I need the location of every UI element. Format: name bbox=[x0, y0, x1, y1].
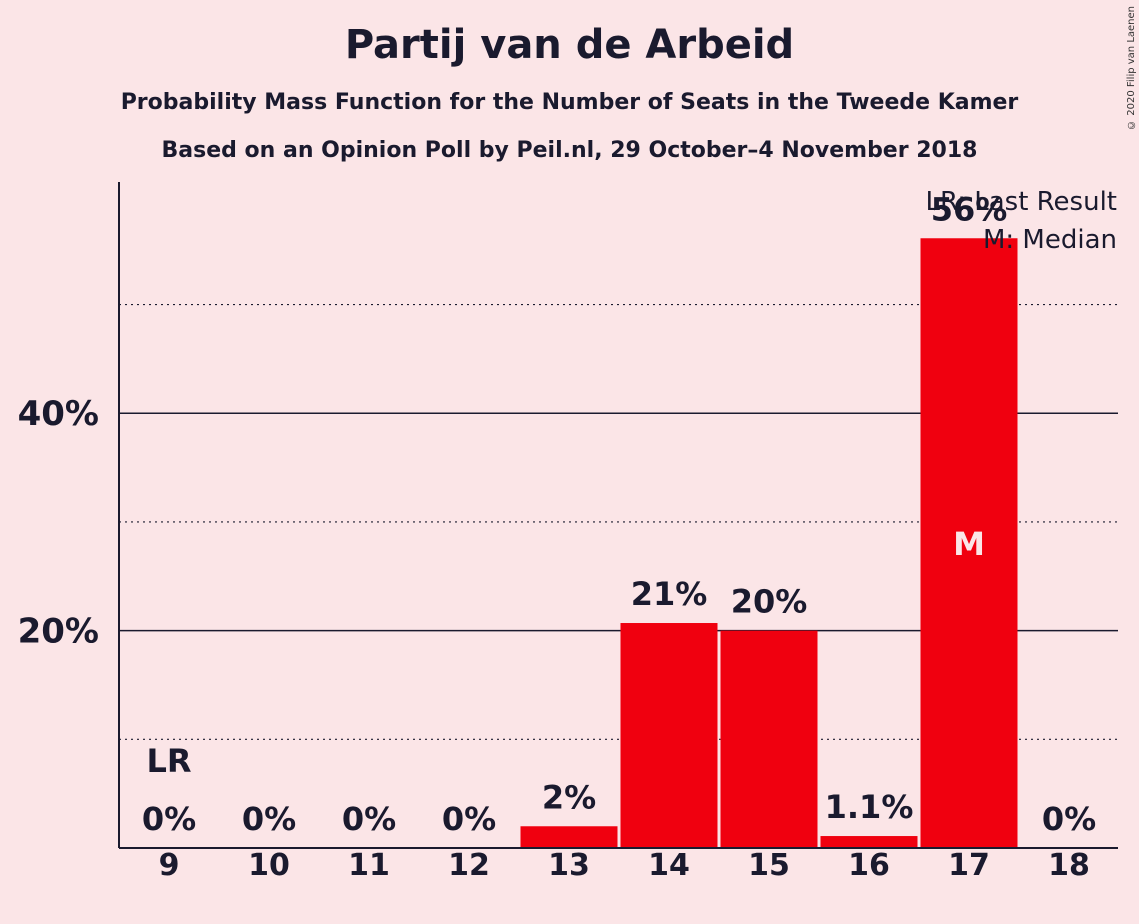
data-label: 0% bbox=[442, 800, 496, 838]
x-tick-label: 13 bbox=[548, 848, 590, 883]
data-label: 0% bbox=[142, 800, 196, 838]
x-tick-label: 12 bbox=[448, 848, 490, 883]
bar-14 bbox=[620, 623, 718, 848]
data-label: 0% bbox=[1042, 800, 1096, 838]
last-result-marker: LR bbox=[146, 742, 191, 780]
bar-17 bbox=[920, 238, 1018, 848]
y-tick-label: 20% bbox=[18, 612, 99, 652]
x-tick-label: 10 bbox=[248, 848, 290, 883]
x-tick-label: 11 bbox=[348, 848, 390, 883]
data-label: 1.1% bbox=[825, 788, 914, 826]
chart-subtitle: Probability Mass Function for the Number… bbox=[120, 90, 1019, 115]
chart-subtitle-source: Based on an Opinion Poll by Peil.nl, 29 … bbox=[161, 138, 978, 163]
data-label: 56% bbox=[931, 190, 1008, 228]
x-tick-label: 16 bbox=[848, 848, 890, 883]
data-label: 20% bbox=[731, 583, 808, 621]
y-tick-label: 40% bbox=[18, 394, 99, 434]
data-label: 0% bbox=[242, 800, 296, 838]
x-tick-label: 14 bbox=[648, 848, 690, 883]
x-tick-label: 18 bbox=[1048, 848, 1090, 883]
legend-entry: M: Median bbox=[983, 225, 1117, 255]
data-label: 21% bbox=[631, 575, 708, 613]
bar-15 bbox=[720, 630, 818, 848]
x-tick-label: 15 bbox=[748, 848, 790, 883]
x-tick-label: 17 bbox=[948, 848, 990, 883]
bar-13 bbox=[520, 826, 618, 848]
median-marker: M bbox=[953, 525, 985, 563]
chart-title: Partij van de Arbeid bbox=[344, 22, 795, 68]
bar-16 bbox=[820, 836, 918, 848]
data-label: 2% bbox=[542, 778, 596, 816]
x-tick-label: 9 bbox=[159, 848, 180, 883]
legend-entry: LR: Last Result bbox=[925, 187, 1117, 217]
data-label: 0% bbox=[342, 800, 396, 838]
